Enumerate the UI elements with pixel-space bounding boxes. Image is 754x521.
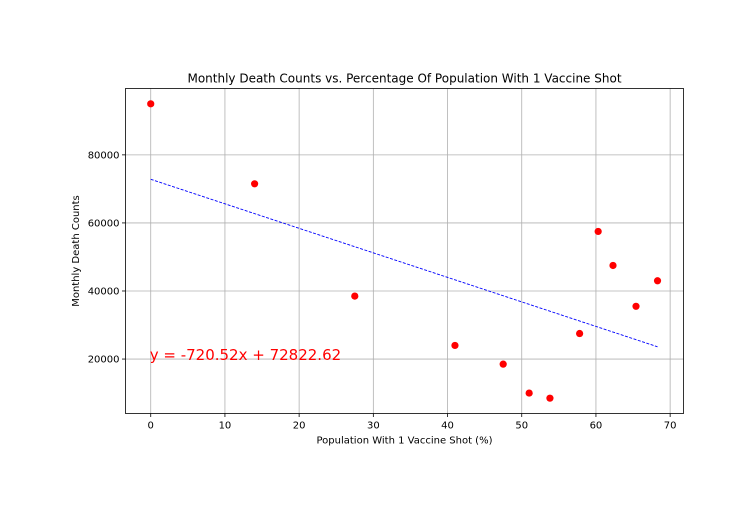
y-tick-label: 60000 xyxy=(88,218,120,229)
regression-layer xyxy=(150,178,658,348)
data-point xyxy=(499,360,507,368)
data-point xyxy=(546,394,554,402)
grid-lines xyxy=(125,88,684,414)
data-point xyxy=(609,261,617,270)
data-point xyxy=(351,292,359,300)
data-point xyxy=(594,227,602,236)
plot-area-frame xyxy=(125,88,684,414)
x-tick-label: 50 xyxy=(515,421,528,432)
x-axis-label: Population With 1 Vaccine Shot (%) xyxy=(317,436,493,447)
data-point xyxy=(251,180,259,188)
x-tick-label: 30 xyxy=(367,421,380,432)
x-tick-label: 40 xyxy=(441,421,454,432)
y-tick-label: 40000 xyxy=(88,286,120,297)
y-axis-label: Monthly Death Counts xyxy=(71,195,82,307)
data-point xyxy=(451,341,459,350)
y-tick-label: 20000 xyxy=(88,355,120,366)
data-point xyxy=(653,277,662,285)
x-tick-label: 70 xyxy=(664,421,677,432)
y-tick-label: 80000 xyxy=(88,150,120,161)
regression-line xyxy=(150,178,658,348)
data-point xyxy=(576,329,584,338)
x-tick-label: 20 xyxy=(293,421,306,432)
x-tick-label: 60 xyxy=(590,421,603,432)
regression-equation: y = -720.52x + 72822.62 xyxy=(150,346,341,364)
x-tick-label: 10 xyxy=(219,421,232,432)
data-points xyxy=(147,100,662,402)
data-point xyxy=(632,302,640,310)
data-point xyxy=(525,389,533,397)
axis-ticks: 0 10 20 30 40 50 60 70 20000 40000 60000 80000 xyxy=(88,150,677,431)
data-point xyxy=(147,100,155,108)
x-tick-label: 0 xyxy=(148,421,154,432)
chart-title: Monthly Death Counts vs. Percentage Of P… xyxy=(187,72,621,86)
